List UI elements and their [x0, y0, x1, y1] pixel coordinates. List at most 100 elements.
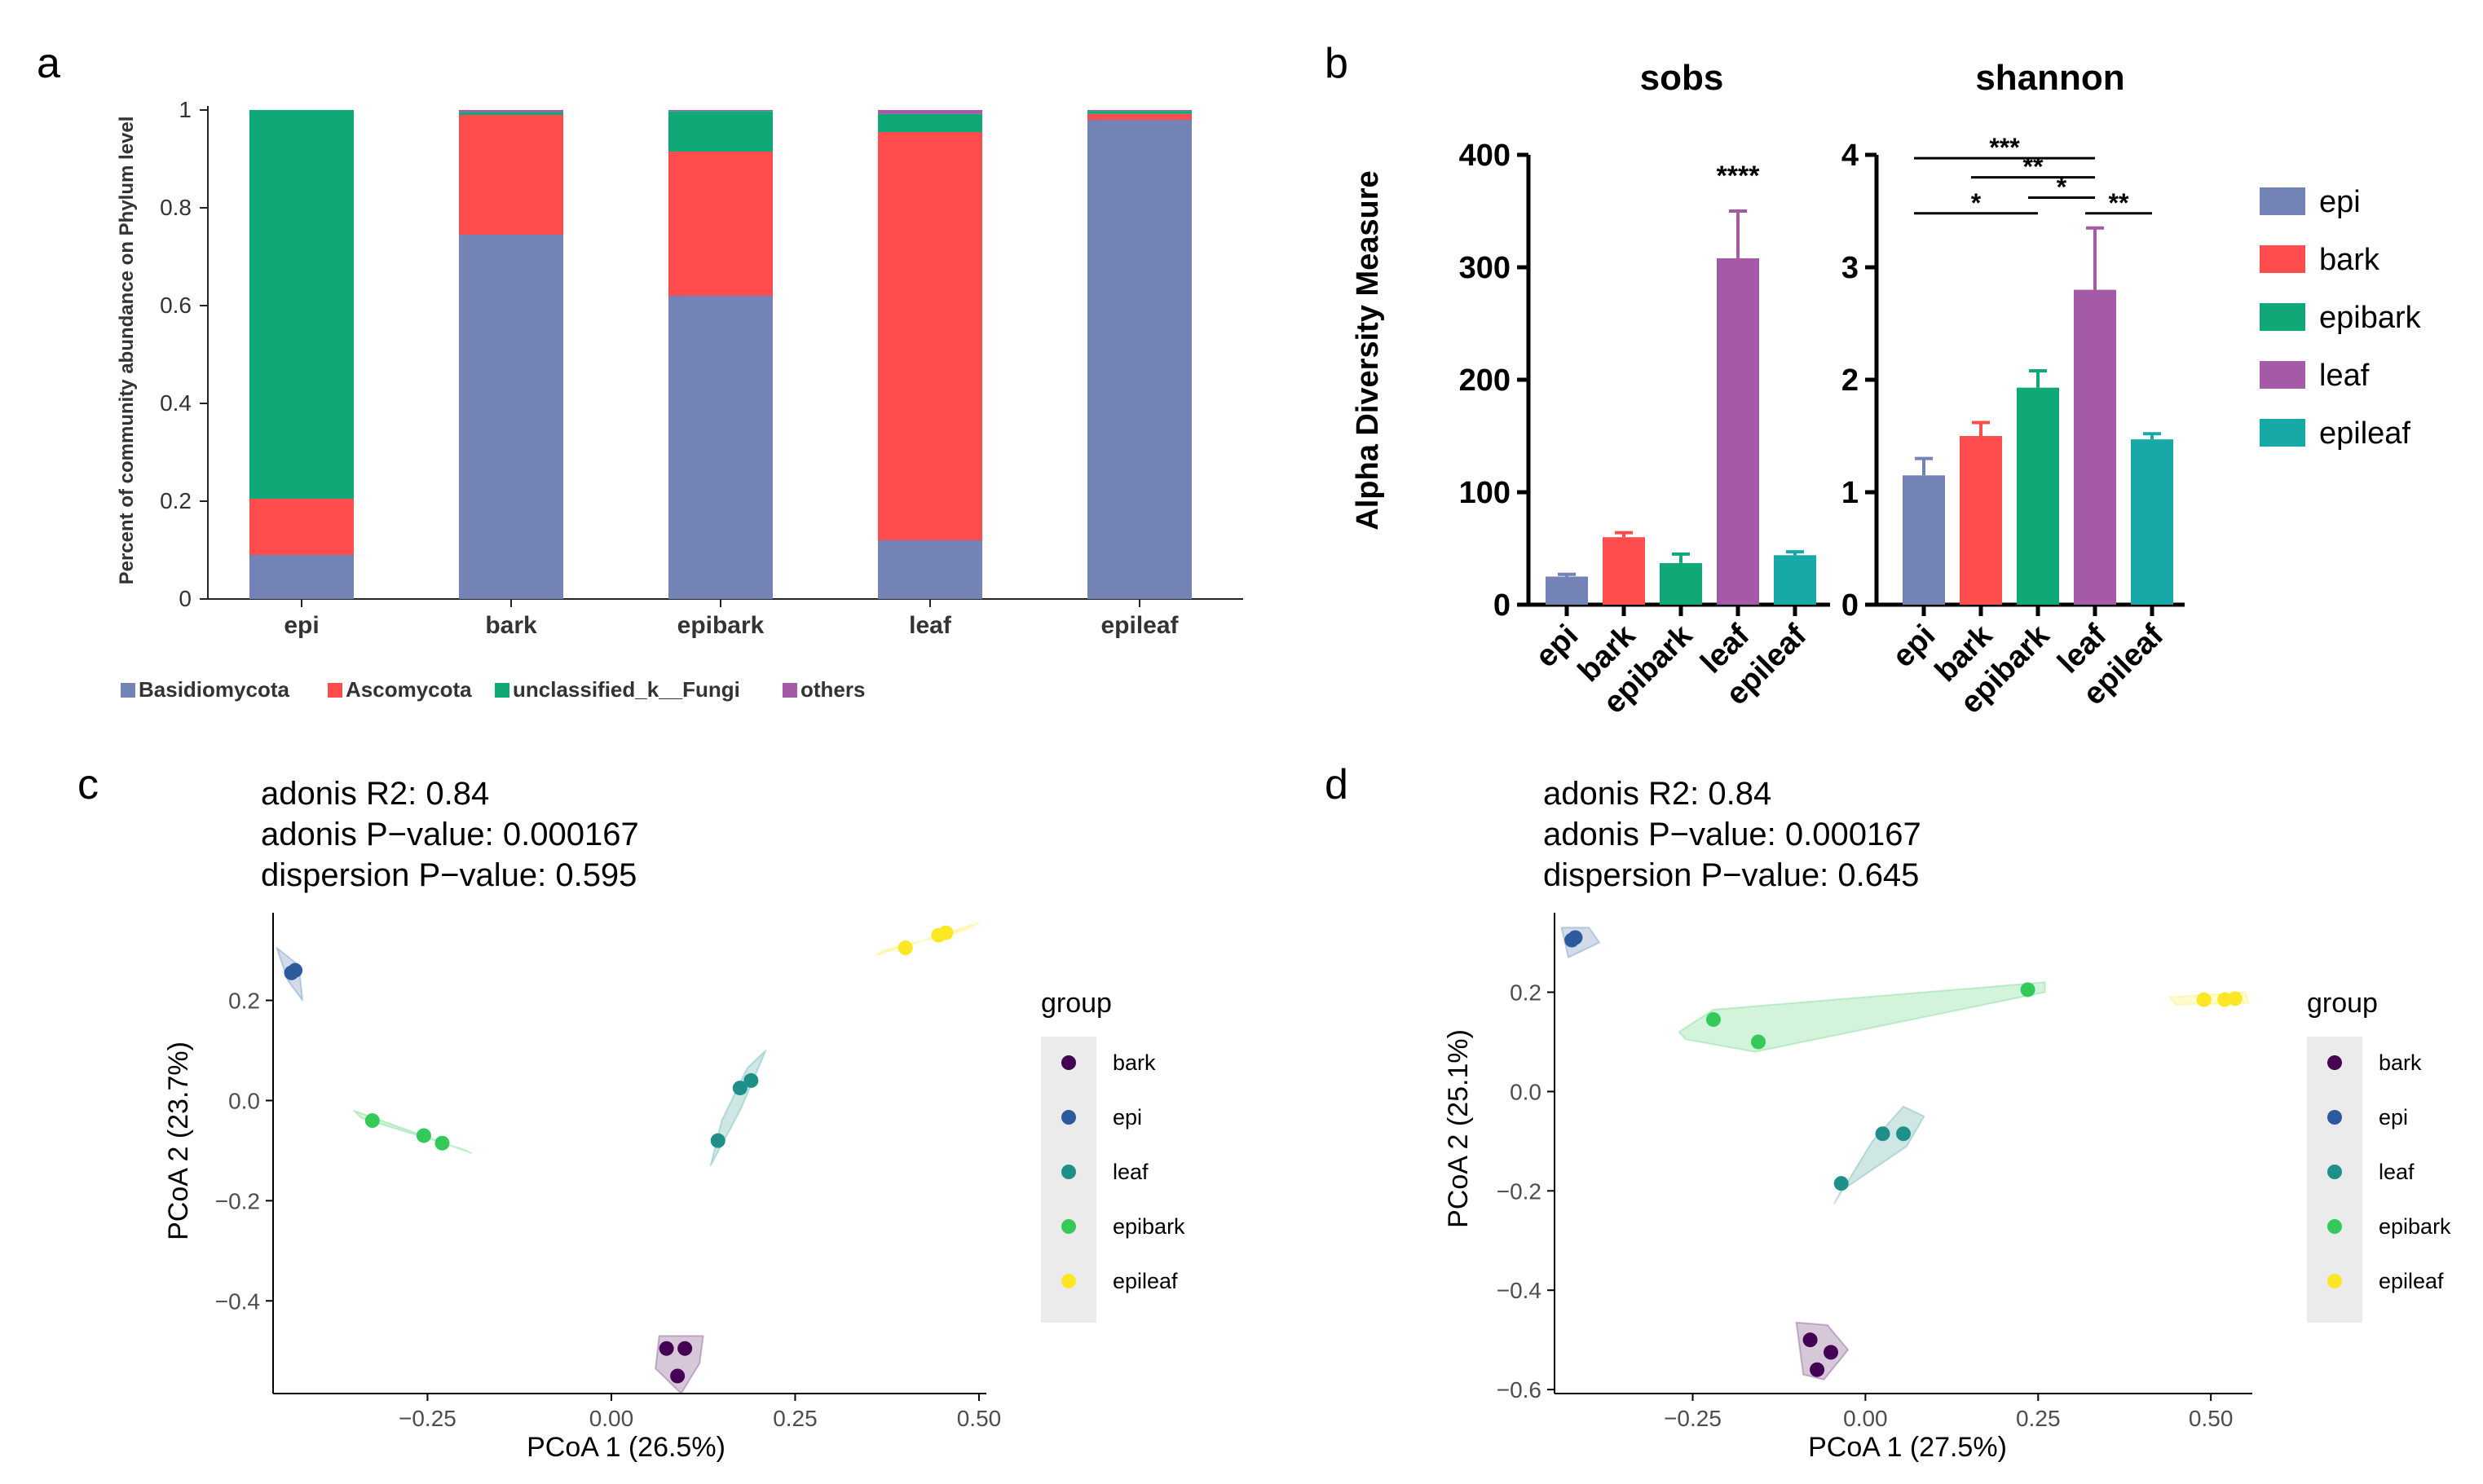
- shannon-chart-y-tick-label: 2: [1841, 363, 1859, 398]
- panel-d-xlabel: PCoA 1 (27.5%): [1808, 1432, 2007, 1463]
- point-epibark: [1751, 1034, 1766, 1050]
- point-epileaf: [897, 940, 913, 956]
- bar-epi-unclassified-k-fungi: [249, 110, 354, 499]
- panel-a-bars: [249, 110, 1192, 599]
- bar-epibark-ascomycota: [668, 152, 773, 296]
- bar-epileaf-basidiomycota: [1087, 120, 1192, 599]
- point-leaf: [1896, 1126, 1911, 1142]
- panel-b-ylabel: Alpha Diversity Measure: [1351, 170, 1385, 530]
- panel-b-alpha-diversity: Alpha Diversity Measure sobs shannon 010…: [1351, 58, 2422, 720]
- panel-a-y-tick-label: 0: [179, 586, 192, 611]
- sobs-chart-significance-label: ****: [1717, 161, 1761, 192]
- point-epibark: [1705, 1012, 1721, 1028]
- point-leaf: [743, 1072, 759, 1088]
- panel-label-a: a: [37, 40, 60, 87]
- c-plot-x-tick-label: 0.50: [957, 1406, 1002, 1431]
- d-legend-title: group: [2307, 988, 2378, 1019]
- shannon-chart-y-tick-label: 3: [1841, 251, 1859, 285]
- legend-swatch-basidiomycota: [121, 683, 135, 698]
- c-legend-key-leaf: [1061, 1165, 1076, 1179]
- bar-epileaf-others: [1087, 110, 1192, 112]
- point-epibark: [2020, 982, 2035, 997]
- sobs-chart-bar-epi: [1546, 576, 1588, 605]
- legend-swatch-others: [783, 683, 797, 698]
- bar-leaf-unclassified-k-fungi: [878, 113, 982, 132]
- d-plot-x-tick-label: 0.00: [1843, 1406, 1888, 1431]
- point-epi: [288, 962, 303, 978]
- point-leaf: [710, 1133, 725, 1148]
- shannon-chart-bar-leaf: [2074, 289, 2116, 605]
- panel-a-stacked-bar-chart: Percent of community abundance on Phylum…: [116, 97, 1243, 702]
- d-plot-x-tick-label: 0.25: [2016, 1406, 2061, 1431]
- c-legend-label-epi: epi: [1113, 1105, 1142, 1130]
- point-bark: [1802, 1332, 1818, 1348]
- point-leaf: [1875, 1126, 1890, 1142]
- c-plot-y-tick-label: −0.2: [215, 1188, 260, 1213]
- shannon-chart-bar-epi: [1903, 475, 1945, 605]
- point-bark: [659, 1341, 674, 1356]
- point-epibark: [416, 1128, 431, 1143]
- bar-leaf-others: [878, 110, 982, 114]
- panel-d-plot: −0.25 0.00 0.25 0.50 −0.6 −0.4 −0.2 0.0 0.2: [1497, 913, 2252, 1431]
- d-legend-key-epi: [2327, 1110, 2342, 1125]
- legend-swatch-unclassified-k-fungi: [495, 683, 509, 698]
- point-bark: [1824, 1345, 1839, 1360]
- sobs-chart-y-tick-label: 0: [1493, 588, 1511, 623]
- legend-label-ascomycota: Ascomycota: [346, 677, 472, 702]
- c-legend-label-bark: bark: [1113, 1050, 1156, 1075]
- hull-epileaf: [875, 922, 980, 957]
- point-epibark: [434, 1135, 450, 1151]
- sobs-chart-bar-epibark: [1660, 562, 1702, 605]
- d-plot-x-tick-label: 0.50: [2189, 1406, 2234, 1431]
- d-legend-key-epileaf: [2327, 1274, 2342, 1288]
- panel-c-plot: −0.25 0.00 0.25 0.50 −0.4 −0.2 0.0 0.2: [215, 913, 1002, 1431]
- legend-swatch-leaf: [2260, 361, 2305, 389]
- point-epileaf: [2196, 992, 2212, 1007]
- bar-leaf-ascomycota: [878, 132, 982, 540]
- sobs-chart: 0100200300400epibarkepibarkleafepileaf**…: [1459, 139, 1830, 720]
- panel-a-x-tick-label: leaf: [909, 612, 952, 639]
- panel-a-x-tick-label: bark: [485, 612, 537, 639]
- shannon-chart-y-tick-label: 1: [1841, 476, 1859, 510]
- bar-epileaf-unclassified-k-fungi: [1087, 111, 1192, 114]
- c-legend-key-epibark: [1061, 1219, 1076, 1234]
- bar-bark-ascomycota: [459, 115, 563, 235]
- sobs-chart-y-tick-label: 200: [1459, 363, 1511, 398]
- legend-label-bark: bark: [2319, 243, 2380, 277]
- sobs-title: sobs: [1640, 58, 1724, 98]
- c-plot-x-tick-label: −0.25: [399, 1406, 456, 1431]
- c-legend-label-leaf: leaf: [1113, 1160, 1149, 1184]
- legend-label-epibark: epibark: [2319, 301, 2422, 335]
- panel-label-d: d: [1325, 761, 1348, 808]
- point-epileaf: [2227, 991, 2243, 1006]
- panel-a-legend: Basidiomycota Ascomycota unclassified_k__F…: [121, 677, 865, 702]
- bar-bark-basidiomycota: [459, 235, 563, 599]
- c-legend-title: group: [1041, 988, 1112, 1019]
- panel-a-y-tick-label: 0.2: [160, 488, 192, 513]
- sobs-chart-bar-leaf: [1717, 258, 1759, 605]
- legend-swatch-bark: [2260, 245, 2305, 273]
- point-epileaf: [938, 925, 954, 940]
- legend-swatch-ascomycota: [328, 683, 342, 698]
- panel-c-stat-3: dispersion P−value: 0.595: [261, 857, 637, 893]
- shannon-chart-bar-epibark: [2017, 387, 2059, 605]
- sobs-chart-bar-bark: [1603, 537, 1645, 605]
- legend-swatch-epi: [2260, 187, 2305, 215]
- panel-c-stat-2: adonis P−value: 0.000167: [261, 817, 639, 852]
- d-plot-y-tick-label: 0.2: [1510, 980, 1541, 1006]
- shannon-title: shannon: [1975, 58, 2124, 98]
- d-legend-key-epibark: [2327, 1219, 2342, 1234]
- shannon-chart-significance-label: ***: [1989, 133, 2020, 162]
- panel-a-x-tick-label: epibark: [677, 612, 765, 639]
- c-plot-y-tick-label: 0.0: [228, 1088, 260, 1113]
- d-legend-key-leaf: [2327, 1165, 2342, 1179]
- point-epi: [1568, 930, 1583, 945]
- d-legend-key-bark: [2327, 1055, 2342, 1070]
- point-leaf: [1833, 1176, 1849, 1191]
- d-plot-y-tick-label: −0.6: [1497, 1377, 1541, 1403]
- c-legend-key-epileaf: [1061, 1274, 1076, 1288]
